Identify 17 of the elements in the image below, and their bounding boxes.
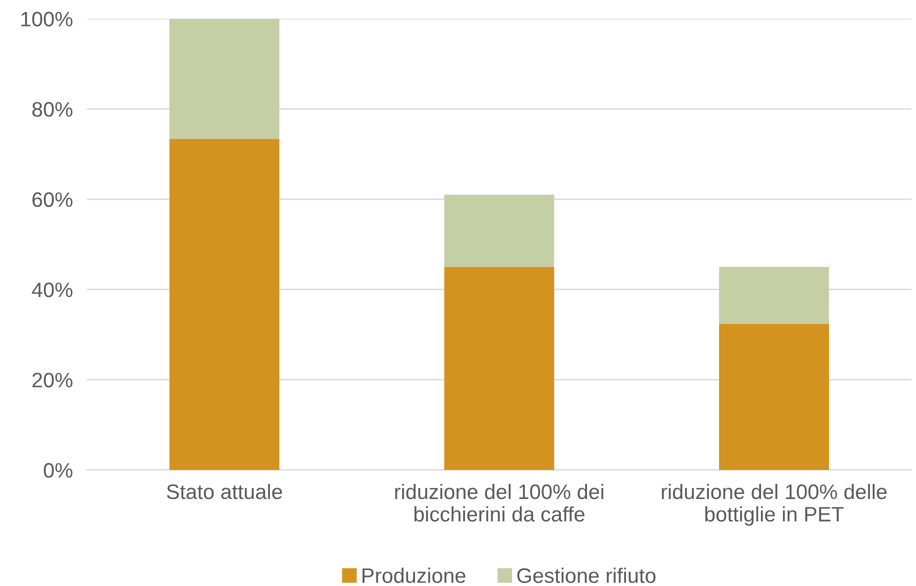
bar <box>169 138 280 470</box>
bar <box>169 18 280 139</box>
y-tick-label: 100% <box>21 12 72 27</box>
y-tick-label: 60% <box>32 192 72 207</box>
legend-label: Produzione <box>362 568 466 583</box>
x-tick-label: riduzione del 100% delle bottiglie in PET <box>662 484 887 526</box>
legend-label: Gestione rifiuto <box>517 568 656 583</box>
bar <box>444 266 554 470</box>
y-tick-label: 20% <box>32 372 72 388</box>
bar <box>444 194 554 267</box>
y-tick-label: 80% <box>32 102 72 117</box>
bar <box>719 324 829 470</box>
y-tick-label: 0% <box>44 462 72 478</box>
x-tick-label: Stato attuale <box>166 484 282 500</box>
x-tick-label: riduzione del 100% dei bicchierini da caffe <box>395 484 604 522</box>
bar <box>719 266 829 324</box>
y-tick-label: 40% <box>32 282 72 298</box>
